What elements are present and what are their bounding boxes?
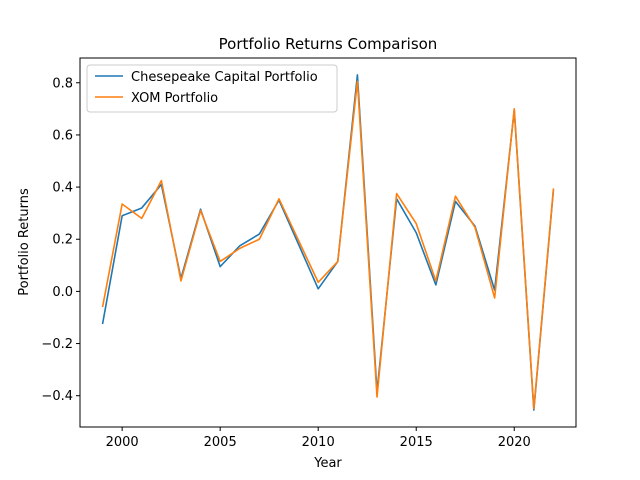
legend-label-chesepeake: Chesepeake Capital Portfolio xyxy=(131,70,318,85)
y-tick-label-0: −0.4 xyxy=(41,389,73,404)
y-axis-ticks: −0.4 −0.2 0.0 0.2 0.4 0.6 0.8 xyxy=(41,76,80,404)
chart-title: Portfolio Returns Comparison xyxy=(219,35,438,53)
legend-box xyxy=(86,64,338,113)
legend-label-xom: XOM Portfolio xyxy=(131,91,218,106)
x-axis-label: Year xyxy=(313,456,342,471)
x-tick-label-4: 2020 xyxy=(498,435,531,450)
x-tick-label-3: 2015 xyxy=(400,435,433,450)
x-tick-label-0: 2000 xyxy=(106,435,139,450)
x-tick-label-1: 2005 xyxy=(204,435,237,450)
y-axis-label: Portfolio Returns xyxy=(17,188,32,296)
axes-frame xyxy=(79,57,577,428)
y-tick-label-2: 0.0 xyxy=(52,285,73,300)
x-axis-ticks: 2000 2005 2010 2015 2020 xyxy=(106,427,531,450)
y-tick-label-5: 0.6 xyxy=(52,128,73,143)
y-tick-label-6: 0.8 xyxy=(52,76,73,91)
x-tick-label-2: 2010 xyxy=(302,435,335,450)
y-tick-label-1: −0.2 xyxy=(41,337,73,352)
y-tick-label-3: 0.2 xyxy=(52,233,73,248)
y-tick-label-4: 0.4 xyxy=(52,181,73,196)
legend: Chesepeake Capital Portfolio XOM Portfol… xyxy=(86,64,338,113)
plot-area xyxy=(101,74,555,411)
series-line-1 xyxy=(101,80,555,410)
